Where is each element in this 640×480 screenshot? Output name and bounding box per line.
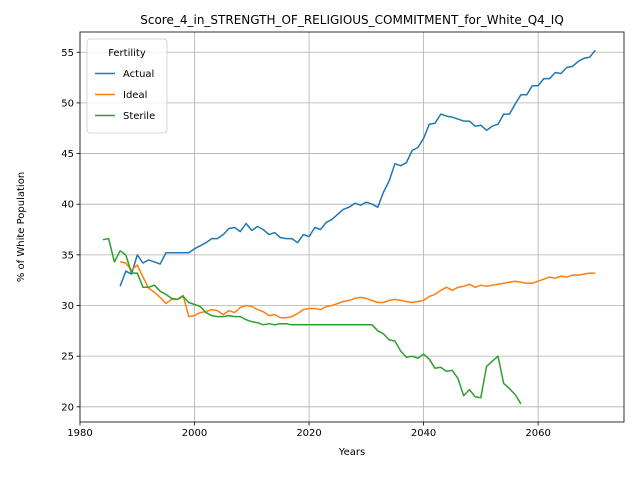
y-tick-label: 25 xyxy=(61,352,74,363)
grid xyxy=(79,32,624,422)
legend-items: Actual Ideal Sterile xyxy=(95,69,155,122)
series-line-sterile xyxy=(102,237,522,405)
x-tick-label: 2040 xyxy=(411,428,436,439)
y-tick-label: 45 xyxy=(61,149,74,160)
x-tick-label: 1980 xyxy=(67,428,92,439)
y-axis-label: % of White Population xyxy=(16,172,27,282)
legend-title: Fertility xyxy=(108,48,146,59)
legend-box xyxy=(86,38,168,134)
y-tick-label: 55 xyxy=(61,48,74,59)
series-lines xyxy=(102,49,596,405)
y-axis-ticks: 20 25 30 35 40 45 50 55 xyxy=(61,48,80,413)
y-tick-label: 30 xyxy=(61,301,74,312)
x-axis-label: Years xyxy=(338,447,365,458)
y-tick-label: 35 xyxy=(61,250,74,261)
plot-area-frame xyxy=(79,31,625,423)
x-tick-label: 2060 xyxy=(525,428,550,439)
x-tick-label: 2000 xyxy=(182,428,207,439)
legend-label-sterile: Sterile xyxy=(123,111,155,122)
series-line-ideal xyxy=(119,261,596,319)
series-line-actual xyxy=(119,49,596,287)
y-tick-label: 40 xyxy=(61,200,74,211)
y-tick-label: 20 xyxy=(61,402,74,413)
chart-title: Score_4_in_STRENGTH_OF_RELIGIOUS_COMMITM… xyxy=(140,13,564,27)
x-axis-ticks: 1980 2000 2020 2040 2060 xyxy=(67,422,551,439)
legend: Fertility Actual Ideal Sterile xyxy=(86,38,168,134)
x-tick-label: 2020 xyxy=(296,428,321,439)
legend-label-ideal: Ideal xyxy=(123,90,147,101)
legend-label-actual: Actual xyxy=(123,69,154,80)
y-tick-label: 50 xyxy=(61,98,74,109)
